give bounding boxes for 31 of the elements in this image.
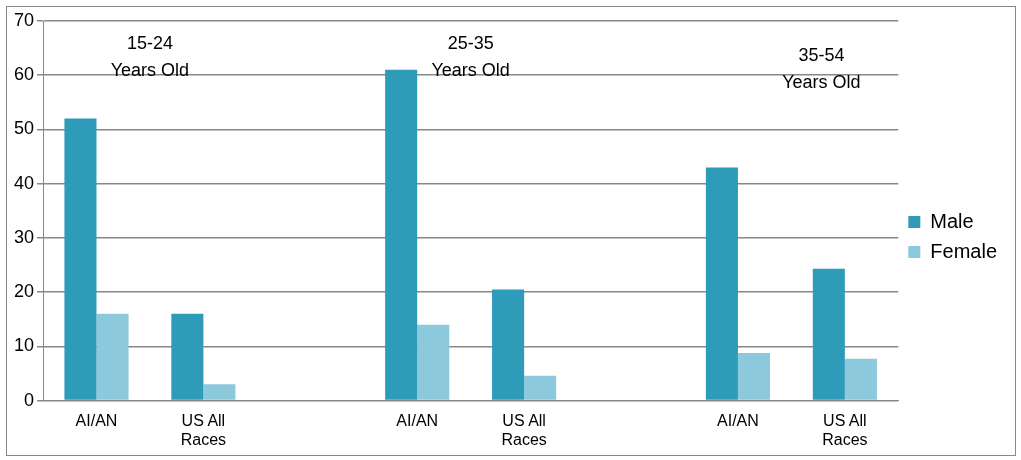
- legend-label: Female: [930, 239, 998, 262]
- annotation: 35-54 Years Old: [782, 45, 861, 92]
- bar: [385, 69, 418, 400]
- bar: [524, 375, 557, 400]
- bar: [64, 118, 97, 400]
- bar: [417, 324, 450, 400]
- x-tick-label: US All Races: [501, 411, 547, 448]
- y-tick-label: 40: [13, 172, 35, 193]
- bar: [96, 313, 129, 400]
- x-tick-label: AI/AN: [717, 411, 759, 429]
- bar: [737, 352, 771, 400]
- bar: [812, 268, 845, 400]
- y-tick-label: 60: [13, 64, 35, 85]
- x-tick-label: US All Races: [180, 411, 227, 448]
- legend-label: Male: [930, 209, 974, 232]
- annotation: 25-35 Years Old: [431, 33, 510, 80]
- y-tick-label: 70: [13, 9, 35, 30]
- y-tick-label: 20: [13, 281, 35, 302]
- y-tick-label: 10: [13, 335, 35, 356]
- x-tick-label: AI/AN: [75, 411, 118, 429]
- y-tick-label: 50: [13, 118, 35, 139]
- bar: [171, 313, 204, 400]
- bar: [844, 358, 877, 400]
- bar: [203, 384, 236, 400]
- annotation: 15-24 Years Old: [110, 33, 190, 80]
- bar: [492, 289, 525, 400]
- bar: [705, 167, 738, 400]
- y-tick-label: 0: [24, 389, 35, 410]
- x-tick-label: US All Races: [822, 411, 868, 448]
- y-tick-label: 30: [13, 226, 35, 247]
- x-tick-label: AI/AN: [396, 411, 439, 429]
